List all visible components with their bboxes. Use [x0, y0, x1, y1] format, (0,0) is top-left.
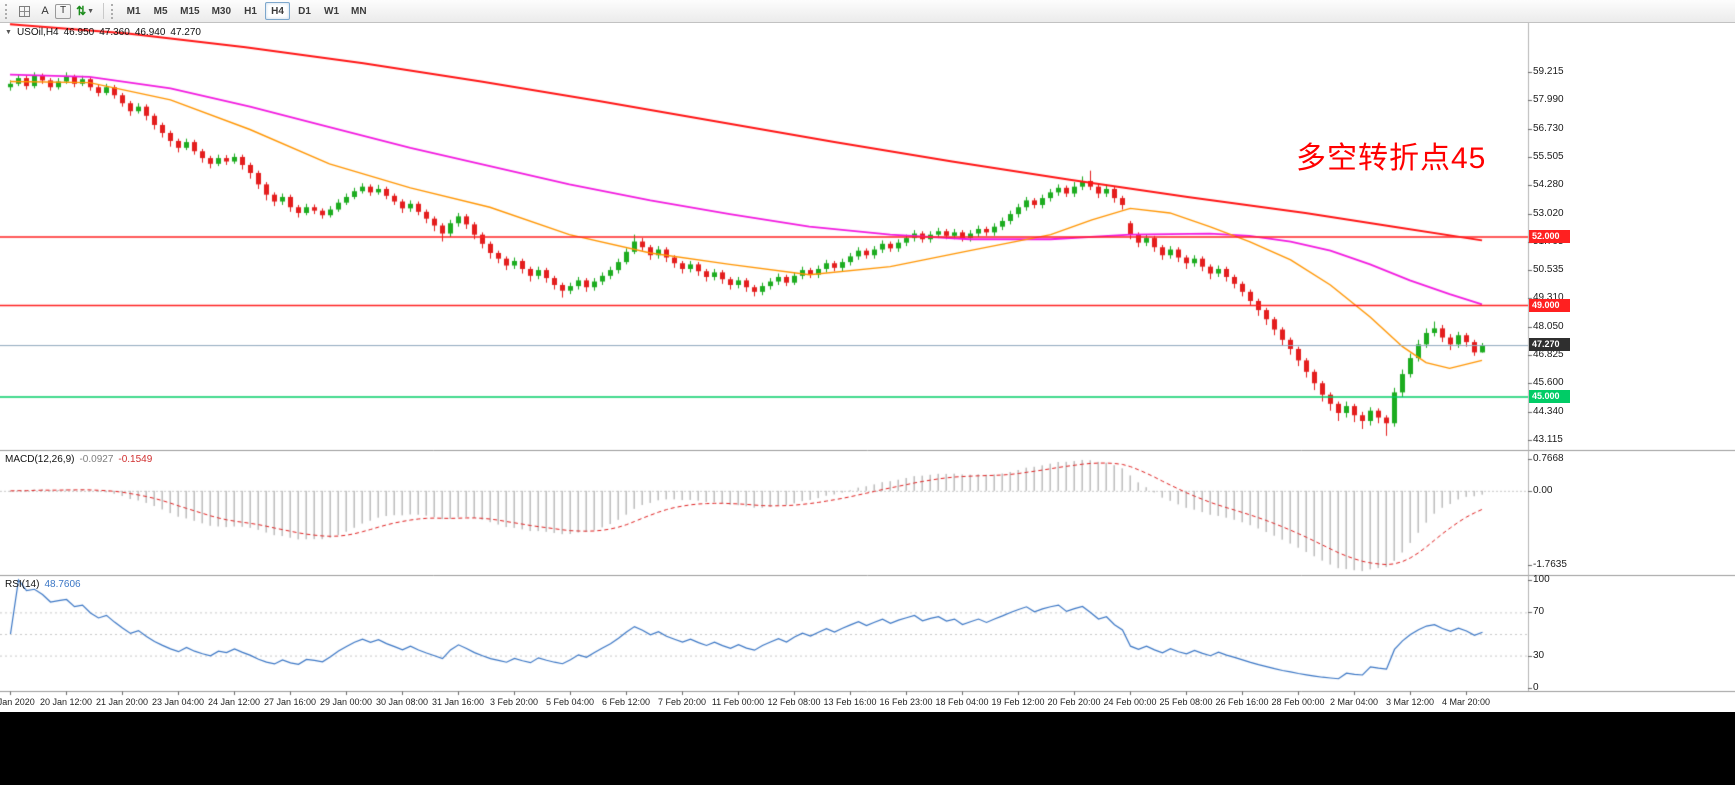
date-axis-label: 5 Feb 04:00: [545, 697, 595, 707]
rsi-axis-label: 30: [1533, 649, 1545, 661]
macd-axis-label: 0.00: [1533, 484, 1553, 496]
rsi-axis-label: 100: [1533, 574, 1550, 585]
date-axis-label: 13 Feb 16:00: [823, 697, 877, 707]
price-axis-label: 48.050: [1533, 321, 1564, 333]
date-axis-label: 6 Feb 12:00: [601, 697, 651, 707]
rsi-value: 48.7606: [44, 579, 81, 590]
hline-price-tag: 45.000: [1529, 389, 1570, 403]
date-axis-label: 17 Jan 2020: [0, 697, 35, 707]
ohlc-close: 47.270: [170, 27, 201, 38]
date-axis-label: 7 Feb 20:00: [657, 697, 707, 707]
date-axis-label: 27 Jan 16:00: [263, 697, 317, 707]
chevron-down-icon: ▼: [5, 29, 12, 36]
date-axis-label: 26 Feb 16:00: [1215, 697, 1269, 707]
date-axis-label: 16 Feb 23:00: [879, 697, 933, 707]
bottom-black-strip: [0, 712, 1735, 785]
macd-axis-label: 0.7668: [1533, 452, 1564, 464]
date-axis-label: 4 Mar 20:00: [1441, 697, 1491, 707]
date-axis-label: 21 Jan 20:00: [95, 697, 149, 707]
macd-signal-value: -0.1549: [118, 454, 153, 465]
symbol-timeframe-label: USOil,H4: [16, 27, 59, 38]
text-annotate-button[interactable]: A: [41, 5, 49, 17]
toolbar-grip[interactable]: [5, 3, 10, 19]
date-axis-label: 29 Jan 00:00: [319, 697, 373, 707]
date-axis-label: 3 Mar 12:00: [1385, 697, 1435, 707]
price-axis-label: 49.310: [1533, 292, 1564, 304]
macd-axis-label: -1.7635: [1533, 559, 1567, 571]
price-axis-label: 57.990: [1533, 94, 1564, 106]
chart-window: ▼ USOil,H4 46.950 47.360 46.940 47.270 多…: [0, 23, 1735, 712]
price-axis-label: 45.600: [1533, 377, 1564, 389]
rsi-name: RSI(14): [5, 579, 40, 590]
price-axis-label: 56.730: [1533, 122, 1564, 134]
timeframe-button-d1[interactable]: D1: [298, 5, 311, 17]
current-price-tag: 47.270: [1529, 338, 1570, 352]
date-axis-label: 25 Feb 08:00: [1159, 697, 1213, 707]
price-axis-label: 55.505: [1533, 150, 1564, 162]
timeframe-button-m15[interactable]: M15: [180, 5, 200, 17]
timeframe-group: M1 M5 M15 M30 H1 H4 D1 W1 MN: [120, 2, 372, 20]
ohlc-high: 47.360: [99, 27, 130, 38]
date-axis-label: 18 Feb 04:00: [935, 697, 989, 707]
timeframe-button-h4[interactable]: H4: [265, 2, 291, 20]
timeframe-button-m1[interactable]: M1: [126, 5, 141, 17]
date-axis-label: 20 Feb 20:00: [1047, 697, 1101, 707]
date-axis-label: 31 Jan 16:00: [431, 697, 485, 707]
price-axis-label: 59.215: [1533, 66, 1564, 78]
timeframe-button-m30[interactable]: M30: [211, 5, 232, 17]
rsi-axis-label: 0: [1533, 682, 1539, 693]
price-axis-label: 44.340: [1533, 406, 1564, 418]
price-chart-canvas[interactable]: [0, 23, 1735, 712]
price-axis-label: 53.020: [1533, 207, 1564, 219]
date-axis-label: 19 Feb 12:00: [991, 697, 1045, 707]
timeframe-button-h1[interactable]: H1: [244, 5, 257, 17]
date-axis-label: 24 Feb 00:00: [1103, 697, 1157, 707]
date-axis-label: 28 Feb 00:00: [1271, 697, 1325, 707]
timeframe-button-m5[interactable]: M5: [153, 5, 168, 17]
percent-change-button[interactable]: ⇅ ▼: [71, 2, 99, 20]
price-axis-label: 50.535: [1533, 264, 1564, 276]
macd-main-value: -0.0927: [79, 454, 114, 465]
timeframe-button-mn[interactable]: MN: [351, 5, 367, 17]
date-axis-label: 3 Feb 20:00: [489, 697, 539, 707]
chart-grid-icon: [19, 5, 30, 17]
price-axis-label: 46.825: [1533, 349, 1564, 361]
toolbar: A T ⇅ ▼ M1 M5 M15 M30 H1 H4 D1 W1 MN: [0, 0, 1735, 23]
rsi-axis-label: 70: [1533, 606, 1545, 618]
date-axis-label: 20 Jan 12:00: [39, 697, 93, 707]
date-axis-label: 23 Jan 04:00: [151, 697, 205, 707]
date-axis-label: 24 Jan 12:00: [207, 697, 261, 707]
chart-annotation-text[interactable]: 多空转折点45: [1296, 142, 1487, 175]
symbol-info[interactable]: ▼ USOil,H4 46.950 47.360 46.940 47.270: [5, 27, 201, 38]
hline-price-tag: 52.000: [1529, 229, 1570, 243]
toolbar-separator: [103, 3, 105, 19]
macd-name: MACD(12,26,9): [5, 454, 75, 465]
hline-price-tag: 49.000: [1529, 298, 1570, 312]
text-label-button[interactable]: T: [55, 3, 72, 19]
percent-change-icon: ⇅: [76, 4, 87, 18]
ohlc-low: 46.940: [134, 27, 166, 38]
toolbar-grip[interactable]: [111, 3, 116, 19]
chevron-down-icon: ▼: [87, 7, 95, 15]
chart-grid-button[interactable]: [14, 2, 35, 20]
date-axis-label: 12 Feb 08:00: [767, 697, 821, 707]
date-axis-label: 2 Mar 04:00: [1329, 697, 1379, 707]
price-axis-label: 54.280: [1533, 178, 1564, 190]
price-axis-label: 43.115: [1533, 434, 1563, 446]
timeframe-button-w1[interactable]: W1: [324, 5, 340, 17]
macd-label: MACD(12,26,9) -0.0927 -0.1549: [5, 454, 152, 465]
ohlc-open: 46.950: [63, 27, 95, 38]
date-axis-label: 11 Feb 00:00: [711, 697, 765, 707]
rsi-label: RSI(14) 48.7606: [5, 579, 81, 590]
date-axis-label: 30 Jan 08:00: [375, 697, 429, 707]
